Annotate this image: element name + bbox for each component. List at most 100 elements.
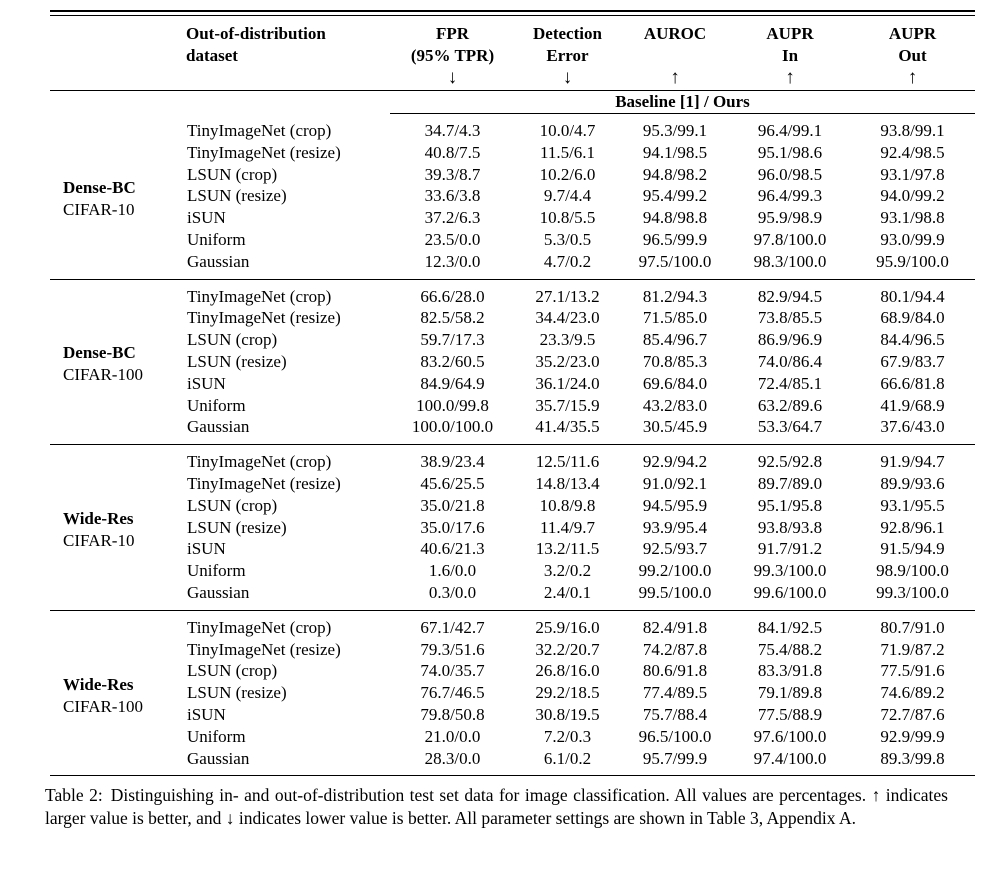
fpr-cell: 74.0/35.7 (420, 661, 485, 681)
fpr-cell: 21.0/0.0 (424, 726, 481, 746)
group-label: Wide-Res CIFAR-100 (50, 610, 185, 776)
ood-dataset-cell: Uniform (187, 726, 246, 746)
aupr-out-cell: 98.9/100.0 (876, 561, 949, 581)
header-line: Detection (533, 24, 602, 43)
header-line: dataset (186, 46, 238, 65)
up-arrow-icon: ↑ (907, 67, 918, 88)
caption-text: Distinguishing in- and out-of-distributi… (45, 785, 948, 829)
table-row: Gaussian 28.3/0.0 6.1/0.2 95.7/99.9 97.4… (50, 748, 975, 776)
detection-error-cell: 35.7/15.9 (535, 395, 600, 415)
aupr-in-cell: 91.7/91.2 (757, 539, 823, 559)
table-row: Dense-BC CIFAR-10 TinyImageNet (crop) 34.… (50, 114, 975, 219)
ood-dataset-cell: TinyImageNet (crop) (187, 286, 332, 306)
group-label: Dense-BC CIFAR-100 (50, 279, 185, 445)
fpr-cell: 23.5/0.0 (424, 229, 481, 249)
aupr-out-cell: 66.6/81.8 (880, 373, 945, 393)
fpr-cell: 84.9/64.9 (420, 373, 485, 393)
aupr-in-cell: 84.1/92.5 (757, 617, 823, 637)
auroc-cell: 82.4/91.8 (642, 617, 708, 637)
ood-dataset-cell: LSUN (resize) (187, 186, 287, 206)
header-line: AUPR (888, 24, 937, 43)
fpr-cell: 59.7/17.3 (420, 330, 485, 350)
model-name: Dense-BC (63, 343, 136, 363)
auroc-cell: 85.4/96.7 (642, 330, 708, 350)
span-header-row: Baseline [1] / Ours (50, 90, 975, 114)
fpr-cell: 28.3/0.0 (424, 748, 481, 768)
table-row: iSUN 84.9/64.9 36.1/24.0 69.6/84.0 72.4/… (50, 373, 975, 395)
ood-dataset-cell: TinyImageNet (crop) (187, 617, 332, 637)
up-arrow-icon: ↑ (785, 67, 795, 88)
fpr-cell: 35.0/21.8 (420, 495, 485, 515)
auroc-cell: 43.2/83.0 (642, 395, 708, 415)
aupr-in-cell: 83.3/91.8 (757, 661, 823, 681)
auroc-cell: 92.5/93.7 (642, 539, 708, 559)
aupr-out-cell: 89.9/93.6 (880, 473, 945, 493)
detection-error-cell: 11.4/9.7 (539, 517, 596, 537)
model-group-wide-res-cifar-100: Wide-Res CIFAR-100 TinyImageNet (crop) 67… (50, 610, 975, 776)
detection-error-cell: 10.8/5.5 (539, 208, 596, 228)
detection-error-cell: 11.5/6.1 (539, 142, 596, 162)
aupr-out-column-header: AUPR Out ↑ (850, 16, 975, 91)
column-header-row: Out-of-distribution dataset FPR (95% TPR… (50, 16, 975, 91)
table-row: LSUN (crop) 39.3/8.7 10.2/6.0 94.8/98.2 … (50, 164, 975, 186)
fpr-cell: 1.6/0.0 (428, 561, 477, 581)
fpr-cell: 79.3/51.6 (420, 639, 485, 659)
auroc-cell: 70.8/85.3 (642, 351, 708, 371)
table-row: LSUN (resize) 35.0/17.6 11.4/9.7 93.9/95… (50, 517, 975, 539)
auroc-column-header: AUROC ↑ (620, 16, 730, 91)
baseline-ours-span-header: Baseline [1] / Ours (390, 90, 975, 114)
ood-dataset-cell: TinyImageNet (resize) (187, 473, 341, 493)
detection-error-cell: 36.1/24.0 (535, 373, 600, 393)
ood-dataset-cell: iSUN (187, 373, 226, 393)
aupr-in-cell: 99.6/100.0 (753, 582, 827, 602)
model-name: Dense-BC (63, 177, 136, 197)
aupr-out-cell: 80.1/94.4 (880, 286, 945, 306)
table-row: Wide-Res CIFAR-100 TinyImageNet (crop) 67… (50, 610, 975, 716)
table-row: Uniform 1.6/0.0 3.2/0.2 99.2/100.0 99.3/… (50, 560, 975, 582)
auroc-cell: 75.7/88.4 (642, 704, 708, 724)
detection-error-cell: 23.3/9.5 (539, 330, 596, 350)
aupr-in-cell: 74.0/86.4 (757, 351, 823, 371)
fpr-cell: 12.3/0.0 (424, 251, 481, 271)
ood-dataset-cell: iSUN (187, 208, 226, 228)
aupr-in-cell: 98.3/100.0 (753, 251, 827, 271)
aupr-out-cell: 99.3/100.0 (876, 582, 949, 602)
detection-error-cell: 35.2/23.0 (535, 351, 600, 371)
header-arrow (186, 67, 389, 89)
auroc-cell: 95.7/99.9 (642, 748, 708, 768)
aupr-in-cell: 93.8/93.8 (757, 517, 823, 537)
model-group-dense-bc-cifar-100: Dense-BC CIFAR-100 TinyImageNet (crop) 66… (50, 279, 975, 445)
detection-error-cell: 12.5/11.6 (535, 452, 600, 472)
auroc-cell: 69.6/84.0 (642, 373, 708, 393)
auroc-cell: 95.3/99.1 (642, 121, 708, 140)
aupr-out-cell: 80.7/91.0 (880, 617, 945, 637)
detection-error-cell: 14.8/13.4 (535, 473, 600, 493)
model-group-wide-res-cifar-10: Wide-Res CIFAR-10 TinyImageNet (crop) 38.… (50, 444, 975, 611)
aupr-in-cell: 96.0/98.5 (757, 164, 823, 184)
header-line (621, 45, 729, 67)
aupr-in-cell: 79.1/89.8 (757, 683, 823, 703)
model-name: Wide-Res (63, 674, 134, 694)
ood-dataset-cell: LSUN (crop) (187, 164, 278, 184)
detection-error-cell: 6.1/0.2 (543, 748, 592, 768)
detection-error-cell: 10.0/4.7 (539, 121, 596, 140)
ood-dataset-cell: TinyImageNet (resize) (187, 639, 341, 659)
table-row: Uniform 21.0/0.0 7.2/0.3 96.5/100.0 97.6… (50, 726, 975, 748)
table-row: LSUN (resize) 83.2/60.5 35.2/23.0 70.8/8… (50, 351, 975, 373)
in-distribution-dataset-name: CIFAR-10 (63, 199, 135, 219)
ood-dataset-cell: TinyImageNet (crop) (187, 120, 332, 140)
fpr-cell: 83.2/60.5 (420, 351, 485, 371)
ood-dataset-cell: Uniform (187, 229, 246, 249)
aupr-out-cell: 92.8/96.1 (880, 517, 945, 537)
table-row: LSUN (crop) 74.0/35.7 26.8/16.0 80.6/91.… (50, 660, 975, 682)
header-line: AUROC (643, 24, 707, 43)
aupr-in-cell: 53.3/64.7 (757, 417, 823, 437)
ood-dataset-cell: iSUN (187, 704, 226, 724)
up-arrow-icon: ↑ (670, 67, 680, 88)
auroc-cell: 95.4/99.2 (642, 186, 708, 206)
table-row: LSUN (crop) 35.0/21.8 10.8/9.8 94.5/95.9… (50, 495, 975, 517)
down-arrow-icon: ↓ (562, 67, 573, 88)
ood-dataset-cell: LSUN (resize) (187, 351, 287, 371)
aupr-out-cell: 91.9/94.7 (880, 452, 945, 472)
